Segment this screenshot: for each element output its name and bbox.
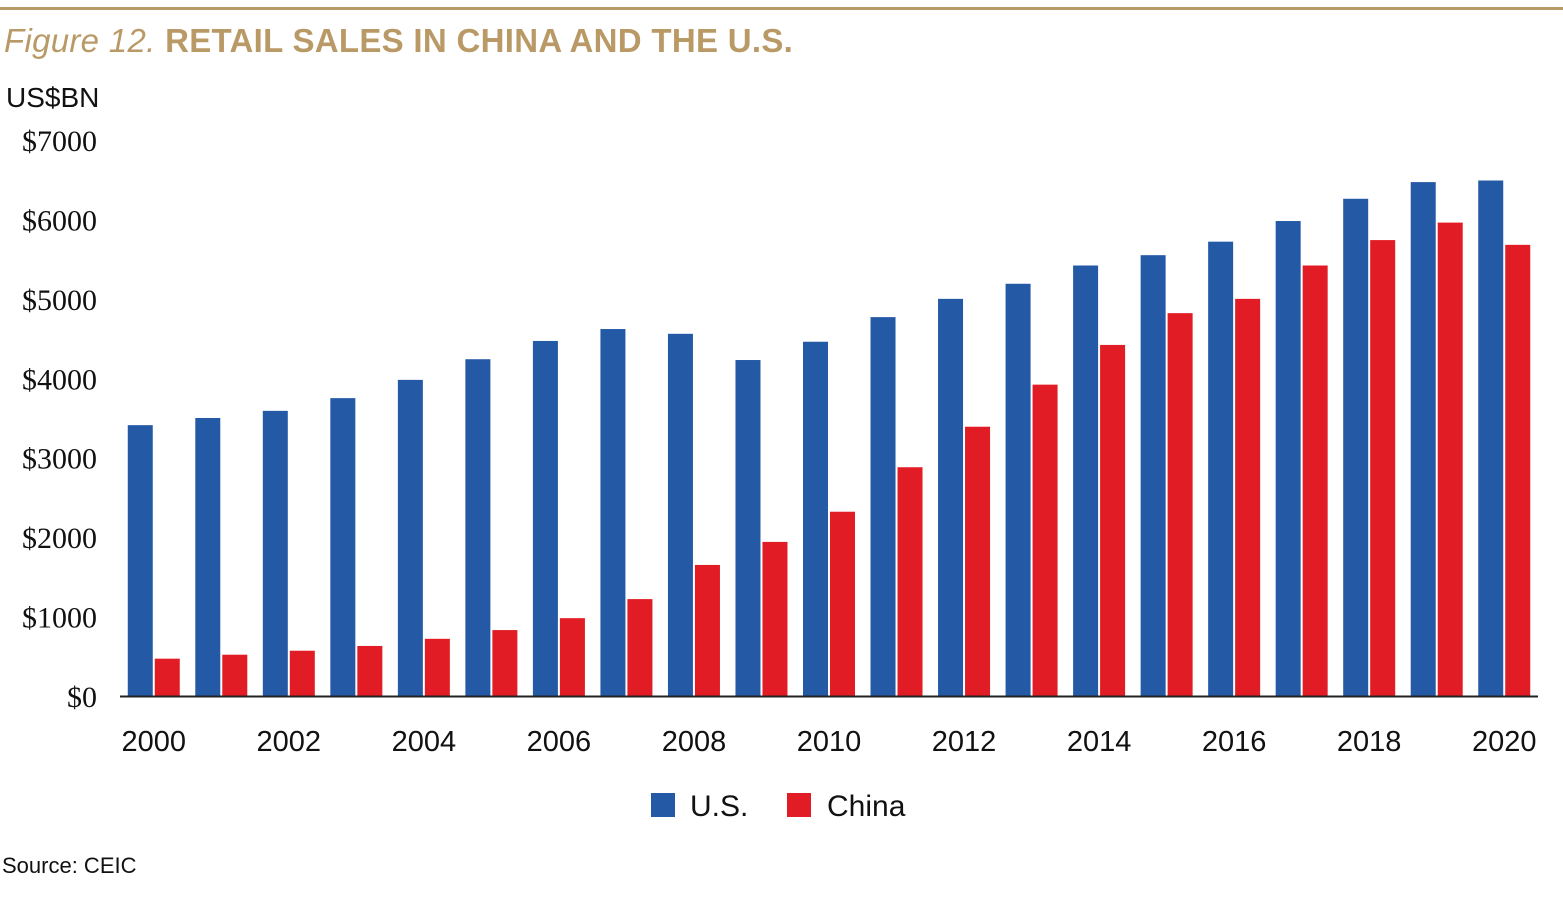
y-axis-unit-label: US$BN xyxy=(6,82,100,113)
y-axis-ticks: $0 $1000 $2000 $3000 $4000 $5000 $6000 $7000 xyxy=(22,125,97,714)
bar-us-2017 xyxy=(1275,221,1301,696)
x-axis-ticks: 2000 2002 2004 2006 2008 2010 2012 2014 2016 2018… xyxy=(122,726,1537,758)
y-tick-label: $5000 xyxy=(22,284,97,317)
chart-title: Figure 12. RETAIL SALES IN CHINA AND THE… xyxy=(4,22,793,60)
bar-us-2015 xyxy=(1140,255,1166,696)
bar-us-2012 xyxy=(938,298,964,696)
x-tick-label: 2012 xyxy=(932,726,997,758)
bar-china-2008 xyxy=(694,564,720,696)
bar-china-2000 xyxy=(154,658,180,696)
bar-china-2006 xyxy=(559,618,585,696)
bar-us-2020 xyxy=(1478,180,1504,697)
bar-us-2000 xyxy=(127,425,153,696)
bar-us-2002 xyxy=(262,410,288,696)
bar-china-2020 xyxy=(1505,244,1531,697)
legend-swatch-us xyxy=(651,793,675,817)
bar-china-2007 xyxy=(627,599,653,696)
title-text: RETAIL SALES IN CHINA AND THE U.S. xyxy=(165,22,794,59)
bar-china-2016 xyxy=(1235,298,1261,696)
bar-china-2004 xyxy=(424,638,450,696)
bar-china-2012 xyxy=(965,426,991,696)
bar-china-2010 xyxy=(830,511,855,696)
bar-us-2005 xyxy=(465,359,491,696)
bar-us-2011 xyxy=(870,317,896,696)
y-tick-label: $3000 xyxy=(22,443,97,476)
x-tick-label: 2002 xyxy=(257,726,322,758)
bar-us-2004 xyxy=(397,379,423,696)
bar-us-2019 xyxy=(1410,182,1436,696)
bar-china-2013 xyxy=(1032,384,1058,696)
x-tick-label: 2004 xyxy=(392,726,457,758)
legend-label-china: China xyxy=(827,790,906,823)
top-rule xyxy=(0,7,1563,10)
x-tick-label: 2020 xyxy=(1472,726,1537,758)
bar-china-2009 xyxy=(762,541,788,696)
bar-us-2008 xyxy=(667,333,693,696)
y-tick-label: $7000 xyxy=(22,125,97,158)
bar-china-2003 xyxy=(357,645,383,696)
bar-us-2013 xyxy=(1005,283,1031,696)
legend-swatch-china xyxy=(787,793,811,817)
y-tick-label: $4000 xyxy=(22,363,97,396)
legend: U.S. China xyxy=(651,790,906,823)
source-note: Source: CEIC xyxy=(2,853,137,878)
bar-china-2015 xyxy=(1167,313,1193,696)
bar-china-2002 xyxy=(289,650,315,696)
x-tick-label: 2010 xyxy=(797,726,862,758)
figure-label: Figure 12. xyxy=(4,22,156,59)
x-tick-label: 2018 xyxy=(1337,726,1402,758)
x-tick-label: 2006 xyxy=(527,726,592,758)
y-tick-label: $1000 xyxy=(22,602,97,635)
bar-china-2018 xyxy=(1370,240,1396,696)
bar-us-2014 xyxy=(1073,265,1099,696)
bar-us-2006 xyxy=(532,340,558,696)
bar-china-2001 xyxy=(222,654,248,696)
bar-china-2005 xyxy=(492,630,518,696)
bar-us-2003 xyxy=(330,398,356,696)
bar-us-2010 xyxy=(803,341,828,696)
y-tick-label: $2000 xyxy=(22,522,97,555)
x-tick-label: 2016 xyxy=(1202,726,1267,758)
y-tick-label: $0 xyxy=(67,681,97,714)
bar-china-2011 xyxy=(897,467,923,696)
bar-us-2009 xyxy=(735,360,761,696)
x-tick-label: 2000 xyxy=(122,726,187,758)
x-tick-label: 2014 xyxy=(1067,726,1132,758)
bar-us-2016 xyxy=(1208,241,1234,696)
bar-china-2019 xyxy=(1437,222,1463,696)
y-tick-label: $6000 xyxy=(22,204,97,237)
x-tick-label: 2008 xyxy=(662,726,727,758)
bars xyxy=(127,180,1531,697)
bar-china-2014 xyxy=(1100,344,1126,696)
bar-china-2017 xyxy=(1302,265,1328,696)
bar-us-2018 xyxy=(1343,198,1369,696)
legend-label-us: U.S. xyxy=(690,790,748,823)
bar-us-2001 xyxy=(195,418,221,696)
bar-us-2007 xyxy=(600,329,626,696)
